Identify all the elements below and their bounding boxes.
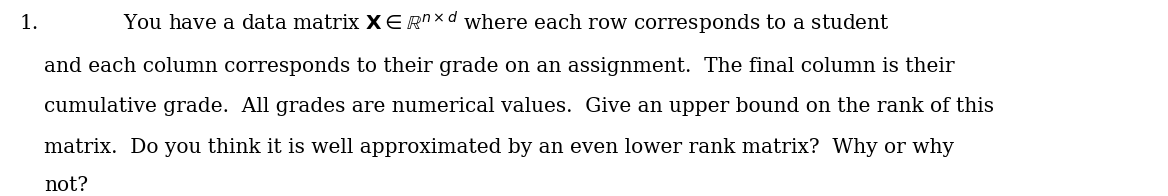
Text: 1.: 1. (20, 14, 39, 33)
Text: matrix.  Do you think it is well approximated by an even lower rank matrix?  Why: matrix. Do you think it is well approxim… (44, 139, 954, 157)
Text: not?: not? (44, 176, 89, 195)
Text: cumulative grade.  All grades are numerical values.  Give an upper bound on the : cumulative grade. All grades are numeric… (44, 97, 994, 116)
Text: You have a data matrix $\mathbf{X} \in \mathbb{R}^{n\times d}$ where each row co: You have a data matrix $\mathbf{X} \in \… (123, 10, 890, 37)
Text: and each column corresponds to their grade on an assignment.  The final column i: and each column corresponds to their gra… (44, 57, 955, 76)
